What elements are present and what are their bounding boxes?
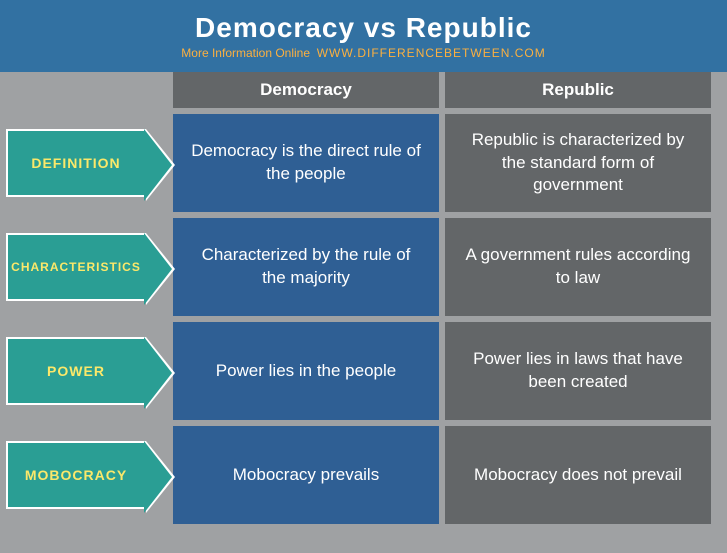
source-url: WWW.DIFFERENCEBETWEEN.COM: [317, 46, 546, 60]
row-label-wrap: DEFINITION: [6, 114, 173, 212]
row-label-definition: DEFINITION: [6, 129, 146, 197]
row-label-wrap: POWER: [6, 322, 173, 420]
row-label-wrap: CHARACTERISTICS: [6, 218, 173, 316]
more-info-text: More Information Online: [181, 46, 310, 60]
cell-power-democracy: Power lies in the people: [173, 322, 439, 420]
cell-definition-democracy: Democracy is the direct rule of the peop…: [173, 114, 439, 212]
row-mobocracy: MOBOCRACY Mobocracy prevails Mobocracy d…: [6, 426, 727, 524]
cell-characteristics-republic: A government rules according to law: [445, 218, 711, 316]
row-definition: DEFINITION Democracy is the direct rule …: [6, 114, 727, 212]
column-header-democracy: Democracy: [173, 72, 439, 108]
row-characteristics: CHARACTERISTICS Characterized by the rul…: [6, 218, 727, 316]
comparison-rows: DEFINITION Democracy is the direct rule …: [0, 108, 727, 524]
row-power: POWER Power lies in the people Power lie…: [6, 322, 727, 420]
cell-definition-republic: Republic is characterized by the standar…: [445, 114, 711, 212]
page-title: Democracy vs Republic: [0, 12, 727, 44]
row-label-power: POWER: [6, 337, 146, 405]
infographic-container: Democracy vs Republic More Information O…: [0, 0, 727, 553]
cell-characteristics-democracy: Characterized by the rule of the majorit…: [173, 218, 439, 316]
column-headers-row: Democracy Republic: [0, 72, 727, 108]
row-label-wrap: MOBOCRACY: [6, 426, 173, 524]
subheader: More Information Online WWW.DIFFERENCEBE…: [0, 44, 727, 68]
cell-power-republic: Power lies in laws that have been create…: [445, 322, 711, 420]
row-label-characteristics: CHARACTERISTICS: [6, 233, 146, 301]
row-label-mobocracy: MOBOCRACY: [6, 441, 146, 509]
cell-mobocracy-republic: Mobocracy does not prevail: [445, 426, 711, 524]
column-header-republic: Republic: [445, 72, 711, 108]
cell-mobocracy-democracy: Mobocracy prevails: [173, 426, 439, 524]
header: Democracy vs Republic More Information O…: [0, 0, 727, 72]
